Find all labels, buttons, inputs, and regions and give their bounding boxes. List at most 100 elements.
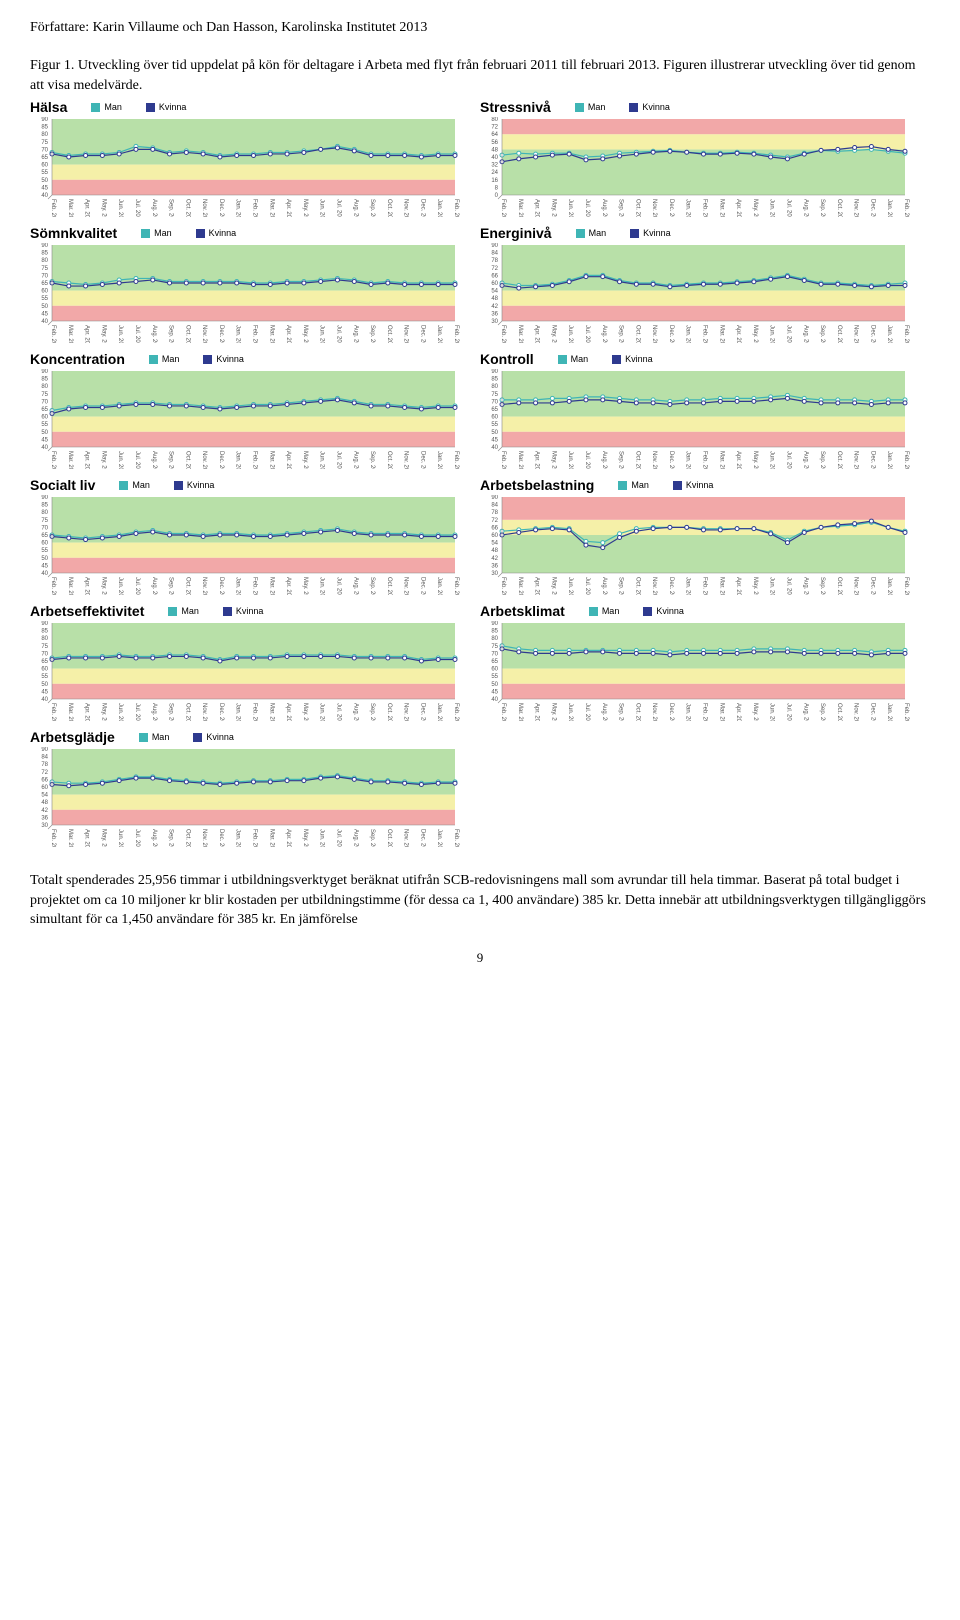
x-tick-label: Jul. 2012 bbox=[785, 577, 791, 595]
y-tick-label: 90 bbox=[41, 495, 48, 501]
x-tick-label: Jun. 2011 bbox=[117, 199, 123, 217]
y-tick-label: 55 bbox=[491, 674, 498, 680]
series-marker-kvinna bbox=[752, 400, 756, 404]
series-marker-kvinna bbox=[151, 278, 155, 282]
series-marker-kvinna bbox=[100, 283, 104, 287]
y-tick-label: 50 bbox=[491, 430, 498, 436]
band-band_red bbox=[502, 497, 905, 520]
series-marker-kvinna bbox=[369, 780, 373, 784]
chart-title: Arbetsglädje bbox=[30, 729, 115, 745]
legend-label: Kvinna bbox=[236, 606, 264, 616]
x-tick-label: Mar. 2011 bbox=[67, 199, 73, 217]
x-tick-label: Aug. 2011 bbox=[151, 199, 157, 217]
x-tick-label: May. 2011 bbox=[100, 829, 106, 847]
y-tick-label: 85 bbox=[491, 377, 498, 383]
y-tick-label: 55 bbox=[41, 296, 48, 302]
x-tick-label: Feb. 2012 bbox=[252, 199, 258, 217]
x-tick-label: Oct. 2011 bbox=[184, 577, 190, 595]
x-tick-label: Nov. 2012 bbox=[853, 577, 859, 595]
series-marker-kvinna bbox=[668, 526, 672, 530]
x-tick-label: Jul. 2011 bbox=[134, 199, 140, 217]
y-tick-label: 36 bbox=[491, 564, 498, 570]
x-tick-label: Jan. 2013 bbox=[436, 703, 442, 721]
series-marker-kvinna bbox=[436, 781, 440, 785]
y-tick-label: 30 bbox=[41, 823, 48, 829]
x-tick-label: Nov. 2011 bbox=[201, 577, 207, 595]
series-marker-kvinna bbox=[419, 659, 423, 663]
series-marker-kvinna bbox=[769, 155, 773, 159]
x-tick-label: Jul. 2012 bbox=[335, 199, 341, 217]
legend-item-man: Man bbox=[141, 228, 172, 238]
series-marker-kvinna bbox=[419, 283, 423, 287]
x-tick-label: Feb. 2013 bbox=[453, 325, 459, 343]
series-marker-kvinna bbox=[685, 526, 689, 530]
series-marker-kvinna bbox=[886, 652, 890, 656]
series-marker-kvinna bbox=[853, 284, 857, 288]
series-marker-kvinna bbox=[453, 406, 457, 410]
y-tick-label: 8 bbox=[495, 186, 499, 192]
legend-item-kvinna: Kvinna bbox=[196, 228, 237, 238]
band-band_green bbox=[52, 371, 455, 417]
x-tick-label: Jul. 2012 bbox=[785, 325, 791, 343]
series-marker-kvinna bbox=[419, 407, 423, 411]
series-marker-kvinna bbox=[601, 275, 605, 279]
chart-legend: ManKvinna bbox=[589, 606, 684, 616]
x-tick-label: Nov. 2012 bbox=[403, 829, 409, 847]
x-tick-label: May. 2012 bbox=[302, 577, 308, 595]
x-tick-label: Aug. 2011 bbox=[151, 703, 157, 721]
series-marker-kvinna bbox=[184, 404, 188, 408]
series-marker-kvinna bbox=[352, 149, 356, 153]
y-tick-label: 84 bbox=[491, 503, 498, 509]
y-tick-label: 36 bbox=[491, 312, 498, 318]
x-tick-label: May. 2012 bbox=[752, 325, 758, 343]
y-tick-label: 54 bbox=[41, 793, 48, 799]
legend-item-kvinna: Kvinna bbox=[223, 606, 264, 616]
x-tick-label: Sep. 2012 bbox=[819, 703, 825, 721]
x-tick-label: Feb. 2013 bbox=[903, 199, 909, 217]
x-tick-label: Oct. 2011 bbox=[184, 199, 190, 217]
x-tick-label: Mar. 2011 bbox=[67, 577, 73, 595]
legend-item-kvinna: Kvinna bbox=[146, 102, 187, 112]
series-marker-kvinna bbox=[584, 158, 588, 162]
series-marker-kvinna bbox=[151, 776, 155, 780]
x-tick-label: Oct. 2012 bbox=[386, 199, 392, 217]
x-tick-label: Nov. 2012 bbox=[853, 703, 859, 721]
y-tick-label: 78 bbox=[491, 258, 498, 264]
legend-swatch bbox=[174, 481, 183, 490]
legend-swatch bbox=[629, 103, 638, 112]
series-marker-kvinna bbox=[601, 650, 605, 654]
x-tick-label: Dec. 2012 bbox=[869, 577, 875, 595]
x-tick-label: Aug. 2011 bbox=[601, 325, 607, 343]
series-marker-kvinna bbox=[235, 656, 239, 660]
series-marker-kvinna bbox=[685, 652, 689, 656]
x-tick-label: Jul. 2012 bbox=[335, 325, 341, 343]
legend-label: Kvinna bbox=[159, 102, 187, 112]
y-tick-label: 60 bbox=[491, 533, 498, 539]
x-tick-label: Oct. 2012 bbox=[386, 325, 392, 343]
y-tick-label: 75 bbox=[41, 644, 48, 650]
series-marker-kvinna bbox=[386, 780, 390, 784]
series-marker-kvinna bbox=[886, 148, 890, 152]
chart-svg: 4045505560657075808590Feb. 2011Mar. 2011… bbox=[30, 243, 460, 343]
series-marker-kvinna bbox=[785, 275, 789, 279]
x-tick-label: Feb. 2011 bbox=[50, 703, 56, 721]
x-tick-label: Mar. 2011 bbox=[517, 451, 523, 469]
series-marker-kvinna bbox=[836, 652, 840, 656]
x-tick-label: Nov. 2011 bbox=[651, 703, 657, 721]
series-marker-kvinna bbox=[769, 277, 773, 281]
x-tick-label: Nov. 2011 bbox=[201, 325, 207, 343]
series-marker-kvinna bbox=[268, 283, 272, 287]
legend-item-man: Man bbox=[119, 480, 150, 490]
x-tick-label: Sep. 2011 bbox=[168, 829, 174, 847]
x-tick-label: Jul. 2011 bbox=[134, 451, 140, 469]
x-tick-label: Feb. 2012 bbox=[702, 703, 708, 721]
series-marker-kvinna bbox=[285, 779, 289, 783]
y-tick-label: 30 bbox=[491, 571, 498, 577]
x-tick-label: Sep. 2012 bbox=[369, 325, 375, 343]
y-tick-label: 60 bbox=[41, 667, 48, 673]
series-marker-kvinna bbox=[903, 284, 907, 288]
x-tick-label: Dec. 2012 bbox=[869, 325, 875, 343]
series-marker-kvinna bbox=[134, 776, 138, 780]
x-tick-label: Dec. 2011 bbox=[218, 199, 224, 217]
x-tick-label: Oct. 2011 bbox=[184, 703, 190, 721]
